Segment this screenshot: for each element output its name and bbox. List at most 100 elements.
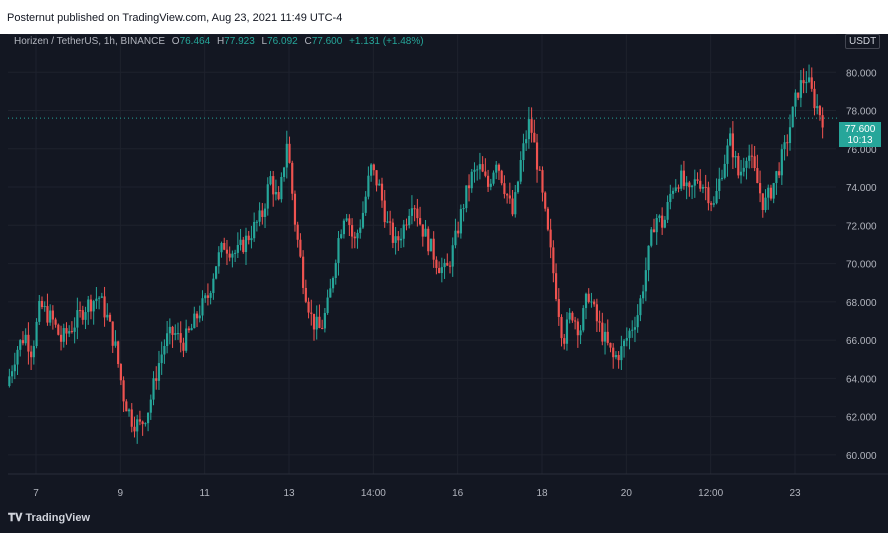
candle-body <box>364 196 367 213</box>
candle-body <box>310 312 313 314</box>
candle-body <box>791 106 794 128</box>
candle-body <box>633 327 637 330</box>
candle-body <box>239 239 242 246</box>
candle-body <box>253 221 256 239</box>
candle-body <box>24 334 27 344</box>
candle-body <box>484 171 487 176</box>
candle-body <box>486 175 490 187</box>
candle-body <box>652 229 656 233</box>
candle-body <box>440 267 443 274</box>
candle-body <box>166 333 169 347</box>
candle-body <box>576 321 579 336</box>
candle-body <box>155 378 158 381</box>
candle-body <box>204 295 207 299</box>
candle-body <box>701 187 705 189</box>
candle-body <box>87 299 90 313</box>
candle-body <box>405 224 408 226</box>
candle-body <box>666 202 669 220</box>
candle-body <box>231 253 234 258</box>
high-value: 77.923 <box>224 36 255 47</box>
candle-body <box>386 221 389 223</box>
candle-body <box>476 169 479 171</box>
x-tick-label: 18 <box>536 488 548 499</box>
candle-body <box>674 187 677 191</box>
time-axis: 7 9 11 13 14:00 16 18 20 12:00 23 <box>8 473 888 499</box>
candle-body <box>195 313 199 319</box>
high-label: H <box>216 36 225 47</box>
chart-area[interactable]: 60.000 62.000 64.000 66.000 68.000 70.000 72.0… <box>0 34 888 506</box>
candle-body <box>217 252 220 267</box>
tradingview-logo[interactable]: 𝐓𝐕 TradingView <box>8 512 90 525</box>
candle-body <box>201 298 204 316</box>
x-tick-label: 20 <box>621 488 633 499</box>
candle-body <box>179 333 182 343</box>
candle-body <box>375 170 378 186</box>
candle-body <box>508 195 511 199</box>
candle-body <box>277 191 280 200</box>
candle-body <box>631 329 634 331</box>
candle-body <box>459 209 462 234</box>
candle-body <box>127 409 131 412</box>
candle-body <box>421 224 424 237</box>
candle-body <box>750 155 754 157</box>
candle-body <box>688 182 691 188</box>
candle-body <box>299 239 302 257</box>
candle-body <box>125 401 128 412</box>
candle-body <box>296 224 299 240</box>
candle-body <box>799 80 802 98</box>
candle-body <box>544 192 547 209</box>
candle-body <box>380 183 384 201</box>
candle-body <box>818 106 822 116</box>
candle-body <box>312 313 316 330</box>
candle-body <box>726 145 729 164</box>
candle-body <box>356 232 359 239</box>
candle-body <box>337 238 340 263</box>
candle-body <box>720 177 724 179</box>
candle-body <box>185 328 188 351</box>
candle-body <box>636 315 639 328</box>
candle-body <box>68 331 71 334</box>
candle-body <box>807 77 811 82</box>
candle-body <box>340 234 343 239</box>
x-tick-label: 12:00 <box>698 488 723 499</box>
candle-body <box>538 169 541 171</box>
grid-lines <box>8 34 836 474</box>
candle-body <box>187 328 190 331</box>
candle-body <box>100 296 103 298</box>
candle-body <box>89 299 93 312</box>
candle-body <box>98 297 101 299</box>
x-tick-label: 13 <box>283 488 295 499</box>
candlestick-chart[interactable]: 60.000 62.000 64.000 66.000 68.000 70.000 72.0… <box>0 34 888 506</box>
close-value: 77.600 <box>311 36 343 47</box>
candle-body <box>119 364 122 381</box>
open-label: O <box>171 36 180 47</box>
candle-body <box>220 242 223 253</box>
candle-body <box>54 319 57 325</box>
currency-unit[interactable]: USDT <box>845 34 881 49</box>
candle-body <box>622 340 626 347</box>
candle-body <box>647 245 650 271</box>
candle-body <box>606 331 609 343</box>
x-tick-label: 9 <box>118 488 124 499</box>
candle-body <box>527 119 530 140</box>
candle-body <box>514 192 517 215</box>
candle-body <box>149 399 152 413</box>
candle-body <box>489 183 492 187</box>
candle-body <box>304 287 307 302</box>
candle-body <box>775 171 778 184</box>
candle-body <box>571 312 574 321</box>
footer: 𝐓𝐕 TradingView <box>0 506 888 533</box>
candle-body <box>677 187 680 189</box>
candle-body <box>73 327 76 332</box>
candle-body <box>57 324 60 335</box>
candle-body <box>788 127 792 144</box>
candle-body <box>563 338 566 344</box>
candle-body <box>389 221 392 223</box>
candle-body <box>372 164 375 171</box>
candle-body <box>541 170 544 193</box>
candle-body <box>669 193 672 203</box>
candle-body <box>778 171 781 176</box>
candle-body <box>49 310 52 323</box>
candle-body <box>443 262 446 268</box>
candle-body <box>707 187 710 204</box>
